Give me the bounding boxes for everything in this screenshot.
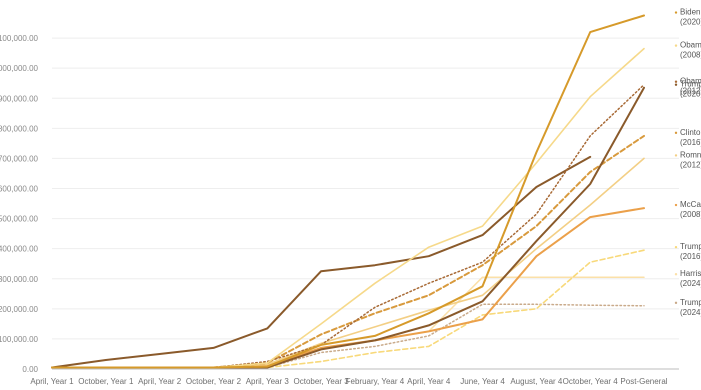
x-tick-label: February, Year 4: [346, 377, 405, 386]
y-tick-label: 500,000.00: [0, 215, 39, 224]
x-tick-label: April, Year 1: [30, 377, 74, 386]
y-tick-label: 700,000.00: [0, 154, 39, 163]
y-tick-label: 100,000.00: [0, 335, 39, 344]
x-tick-label: Post-General: [620, 377, 667, 386]
series-line: [51, 14, 645, 369]
x-axis-ticks: April, Year 1 October, Year 1 April, Year …: [30, 377, 667, 386]
series-label: Romney(2012): [680, 150, 701, 169]
y-tick-label: 1,100,000.00: [0, 34, 39, 43]
series-marker: [674, 11, 678, 14]
end-labels: Biden(2020)Obama(2008)Obama(2012)Trump(2…: [674, 8, 701, 317]
series-label: Harris (2024): [680, 269, 701, 288]
x-tick-label: October, Year 2: [186, 377, 242, 386]
x-tick-label: June, Year 4: [460, 377, 505, 386]
series-line: [51, 207, 645, 369]
y-tick-label: 0.00: [22, 365, 38, 374]
y-tick-label: 1,000,000.00: [0, 64, 39, 73]
y-tick-label: 200,000.00: [0, 305, 39, 314]
series-marker: [674, 203, 678, 207]
y-tick-label: 300,000.00: [0, 275, 39, 284]
series-label: Trump (2016): [680, 242, 701, 261]
x-tick-label: October, Year 3: [294, 377, 350, 386]
series-marker: [674, 154, 678, 157]
series-label: McCain(2008): [680, 200, 701, 219]
series-lines: [51, 14, 645, 369]
series-line: [51, 83, 645, 369]
series-marker: [674, 273, 678, 276]
x-tick-label: August, Year 4: [510, 377, 563, 386]
series-line: [51, 276, 645, 369]
x-tick-label: October, Year 4: [563, 377, 619, 386]
x-tick-label: October, Year 1: [78, 377, 134, 386]
series-line: [51, 157, 645, 369]
y-axis-ticks: 0.00 100,000.00 200,000.00 300,000.00 400,00…: [0, 34, 39, 374]
series-label: Trump (2020): [680, 80, 701, 99]
series-label: Clinton(2016): [680, 128, 701, 147]
series-label: Obama(2012): [680, 77, 701, 96]
series-line: [51, 134, 645, 369]
series-marker: [674, 80, 678, 83]
y-tick-label: 900,000.00: [0, 94, 39, 103]
y-tick-label: 600,000.00: [0, 185, 39, 194]
series-marker: [674, 83, 678, 86]
series-marker: [674, 44, 678, 47]
y-tick-label: 400,000.00: [0, 245, 39, 254]
series-label: Trump (2024): [680, 298, 701, 317]
series-line: [51, 303, 645, 369]
series-line: [51, 155, 592, 369]
series-marker: [674, 131, 678, 135]
series-label: Obama(2008): [680, 41, 701, 60]
gridlines: [52, 37, 679, 370]
x-tick-label: April, Year 4: [407, 377, 451, 386]
y-tick-label: 800,000.00: [0, 124, 39, 133]
x-tick-label: April, Year 2: [138, 377, 182, 386]
x-tick-label: April, Year 3: [246, 377, 290, 386]
series-label: Biden (2020): [680, 8, 701, 27]
series-marker: [674, 245, 678, 249]
series-marker: [674, 301, 678, 305]
